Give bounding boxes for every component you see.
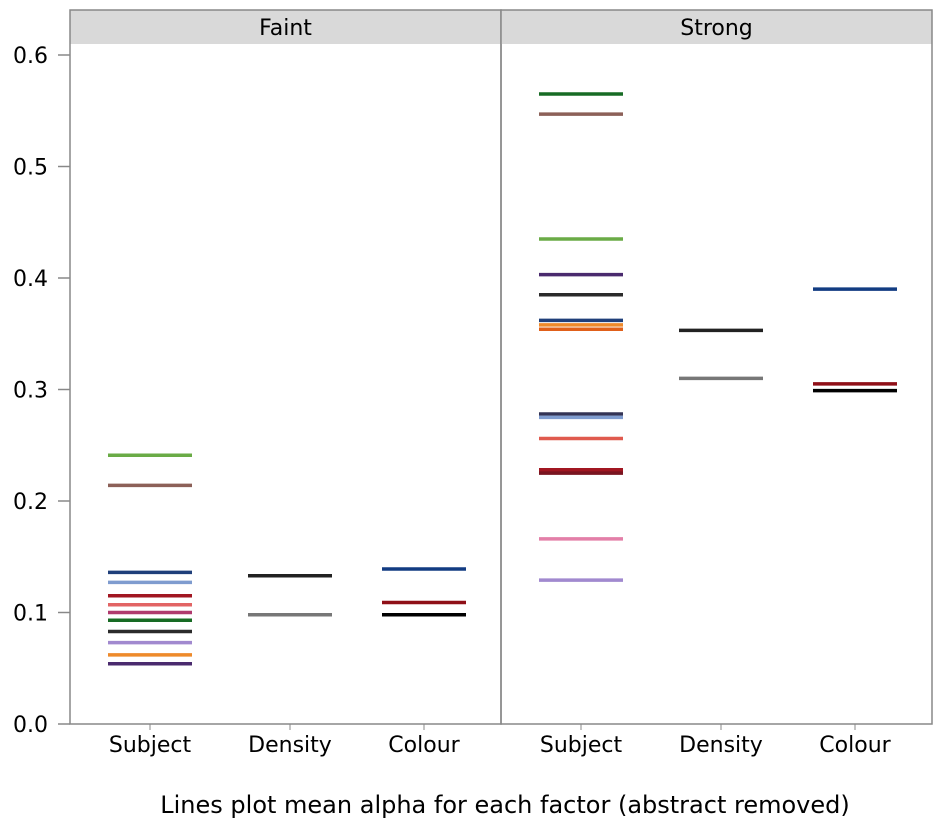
category-label: Colour — [819, 733, 891, 758]
y-tick-label: 0.6 — [13, 44, 48, 69]
panel-strong: Strong — [500, 9, 933, 725]
category-label: Subject — [109, 733, 192, 758]
panel-border — [69, 9, 502, 725]
category-label: Subject — [540, 733, 623, 758]
strip-label: Faint — [259, 16, 312, 41]
strip-header — [70, 10, 501, 44]
category-labels: Subject Density Colour Subject Density Colour — [109, 724, 892, 758]
panels: Faint Strong — [69, 9, 933, 725]
category-label: Colour — [388, 733, 460, 758]
y-tick-label: 0.5 — [13, 156, 48, 181]
x-axis-title: Lines plot mean alpha for each factor (a… — [160, 791, 849, 819]
y-axis: 0.0 0.1 0.2 0.3 0.4 0.5 0.6 — [13, 44, 70, 738]
strip-label: Strong — [680, 16, 753, 41]
category-label: Density — [248, 733, 332, 758]
y-tick-label: 0.1 — [13, 602, 48, 627]
y-tick-label: 0.2 — [13, 490, 48, 515]
panel-faint: Faint — [69, 9, 502, 725]
y-tick-label: 0.0 — [13, 713, 48, 738]
panel-border — [500, 9, 933, 725]
y-tick-label: 0.4 — [13, 267, 48, 292]
category-label: Density — [679, 733, 763, 758]
y-tick-label: 0.3 — [13, 379, 48, 404]
strip-header — [501, 10, 932, 44]
